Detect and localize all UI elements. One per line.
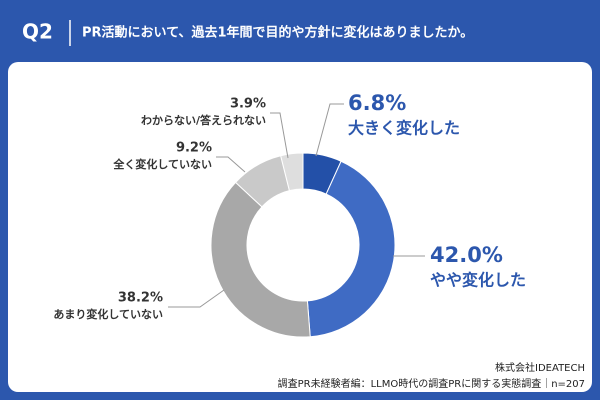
leader-line (168, 289, 225, 308)
slice (306, 160, 396, 338)
leader-line (315, 103, 344, 157)
note: 調査PR未経験者編：LLMO時代の調査PRに関する実態調査｜n=207 (278, 377, 585, 390)
slice (210, 181, 311, 338)
category-label: 大きく変化した (348, 119, 460, 138)
leader-line (216, 156, 246, 173)
value-label: 6.8% (348, 91, 406, 115)
card (8, 62, 592, 392)
value-label: 3.9% (230, 97, 266, 112)
slice (280, 152, 304, 192)
badge: Q2 (22, 20, 53, 44)
category-label: やや変化した (430, 271, 526, 290)
value-label: 42.0% (430, 243, 503, 267)
chart-title: PR活動において、過去1年間で目的や方針に変化はありましたか。 (82, 25, 473, 41)
value-label: 9.2% (176, 141, 212, 156)
category-label: 全く変化していない (112, 157, 212, 171)
note: 株式会社IDEATECH (495, 361, 585, 374)
category-label: あまり変化していない (53, 307, 163, 321)
value-label: 38.2% (118, 291, 163, 306)
category-label: わからない/答えられない (141, 113, 266, 127)
leader-line (270, 112, 289, 159)
